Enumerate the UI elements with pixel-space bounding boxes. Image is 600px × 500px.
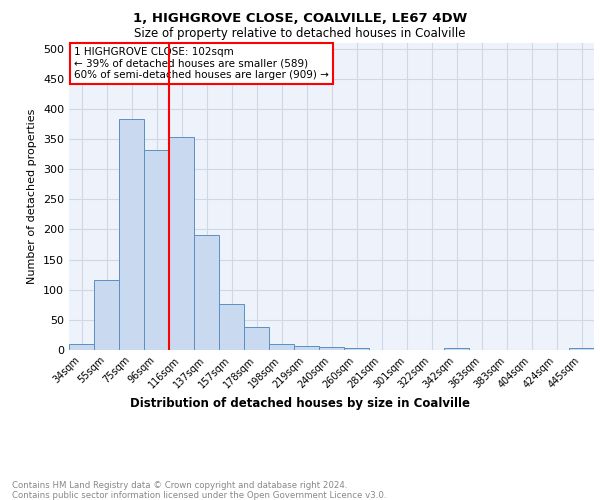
Text: 1, HIGHGROVE CLOSE, COALVILLE, LE67 4DW: 1, HIGHGROVE CLOSE, COALVILLE, LE67 4DW [133, 12, 467, 26]
Bar [569, 348, 594, 350]
Bar [444, 348, 469, 350]
Bar [319, 347, 344, 350]
Bar [169, 137, 194, 350]
Bar [219, 304, 244, 350]
Bar [119, 119, 144, 350]
Text: Contains HM Land Registry data © Crown copyright and database right 2024.
Contai: Contains HM Land Registry data © Crown c… [12, 480, 386, 500]
Bar [294, 346, 319, 350]
Text: 1 HIGHGROVE CLOSE: 102sqm
← 39% of detached houses are smaller (589)
60% of semi: 1 HIGHGROVE CLOSE: 102sqm ← 39% of detac… [74, 47, 329, 80]
Bar [194, 236, 219, 350]
Bar [94, 280, 119, 350]
Bar [244, 327, 269, 350]
Bar [344, 348, 369, 350]
Bar [69, 344, 94, 350]
Bar [269, 344, 294, 350]
Y-axis label: Number of detached properties: Number of detached properties [28, 108, 37, 284]
Text: Size of property relative to detached houses in Coalville: Size of property relative to detached ho… [134, 28, 466, 40]
Text: Distribution of detached houses by size in Coalville: Distribution of detached houses by size … [130, 398, 470, 410]
Bar [144, 150, 169, 350]
